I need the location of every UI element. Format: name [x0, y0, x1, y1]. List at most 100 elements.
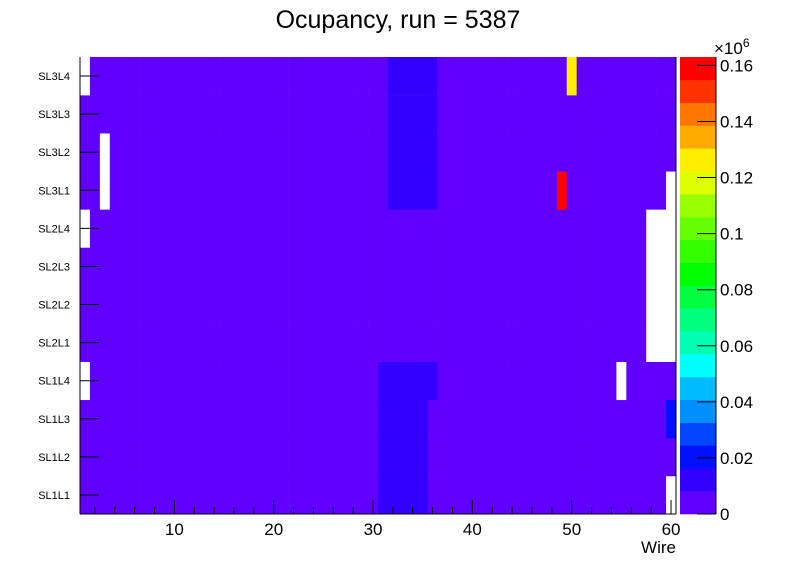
heatmap-cell [129, 57, 140, 96]
heatmap-cell [447, 323, 458, 362]
heatmap-cell [229, 437, 240, 477]
heatmap-cell [477, 57, 488, 96]
heatmap-cell [527, 323, 538, 362]
heatmap-cell [546, 209, 558, 248]
heatmap-cell [397, 57, 409, 96]
heatmap-cell [606, 247, 617, 286]
heatmap-cell [348, 399, 359, 439]
heatmap-cell [666, 323, 677, 362]
color-palette: 0 0.02 0.04 0.06 0.08 0.1 0.12 0.14 0.16 [680, 56, 753, 524]
heatmap-cell [109, 285, 121, 324]
heatmap-cell [328, 133, 339, 172]
z-tick-label: 0.14 [720, 112, 753, 131]
heatmap-cell [328, 323, 339, 362]
z-tick-label: 0.06 [720, 337, 753, 356]
heatmap-cell [248, 247, 260, 286]
palette-band [680, 354, 716, 378]
heatmap-cell [139, 171, 150, 210]
heatmap-cell [119, 399, 130, 439]
y-tick-label: SL1L1 [38, 490, 70, 502]
heatmap-cell [477, 323, 488, 362]
heatmap-cell [507, 285, 518, 324]
heatmap-cell [656, 285, 667, 324]
heatmap-cell [258, 399, 270, 439]
heatmap-cell [338, 285, 349, 324]
heatmap-cell [358, 209, 369, 248]
heatmap-cell [189, 437, 200, 477]
palette-band [680, 468, 716, 492]
heatmap-cell [576, 475, 587, 515]
heatmap-cell [517, 285, 528, 324]
heatmap-cell [348, 57, 359, 96]
heatmap-cell [507, 323, 518, 362]
heatmap-cell [159, 95, 170, 134]
heatmap-cell [596, 95, 607, 134]
heatmap-cell [209, 323, 220, 362]
heatmap-cell [139, 285, 150, 324]
heatmap-cell [318, 171, 329, 210]
heatmap-cell [298, 399, 309, 439]
heatmap-cell [666, 209, 677, 248]
heatmap-cell [497, 437, 508, 477]
heatmap-cell [169, 361, 180, 401]
heatmap-cell [139, 437, 150, 477]
heatmap-cell [646, 399, 657, 439]
heatmap-cell [368, 171, 379, 210]
heatmap-cell [298, 475, 309, 515]
heatmap-cell [497, 399, 508, 439]
heatmap-cell [209, 437, 220, 477]
heatmap-cell [248, 133, 260, 172]
heatmap-cell [308, 323, 319, 362]
heatmap-cell [169, 95, 180, 134]
heatmap-cell [129, 399, 140, 439]
heatmap-cell [387, 285, 399, 324]
heatmap-cell [586, 57, 597, 96]
heatmap-cell [99, 475, 111, 515]
heatmap-cell [328, 399, 339, 439]
heatmap-cell [457, 209, 468, 248]
heatmap-cell [288, 323, 299, 362]
heatmap-cell [288, 209, 299, 248]
heatmap-cell [189, 133, 200, 172]
heatmap-cell [546, 95, 558, 134]
palette-band [680, 171, 716, 195]
heatmap-cell [229, 133, 240, 172]
heatmap-cell [606, 323, 617, 362]
heatmap-cell [586, 475, 597, 515]
heatmap-cell [447, 95, 458, 134]
heatmap-cell [536, 323, 548, 362]
heatmap-cell [109, 399, 121, 439]
heatmap-cell [199, 399, 210, 439]
heatmap-cell [556, 285, 568, 324]
heatmap-cell [159, 475, 170, 515]
heatmap-cell [199, 209, 210, 248]
heatmap-cell [219, 247, 230, 286]
heatmap-cell [576, 323, 587, 362]
palette-band [680, 331, 716, 355]
heatmap-cell [99, 95, 111, 134]
heatmap-cell [387, 475, 399, 515]
heatmap-cell [129, 285, 140, 324]
heatmap-cell [278, 209, 289, 248]
heatmap-cell [199, 285, 210, 324]
heatmap-cell [566, 171, 577, 210]
heatmap-cell [517, 247, 528, 286]
palette-band [680, 262, 716, 286]
heatmap-cell [378, 57, 389, 96]
heatmap-cell [556, 323, 568, 362]
heatmap-cell [457, 95, 468, 134]
heatmap-cell [616, 247, 627, 286]
heatmap-cell [109, 323, 121, 362]
heatmap-cell [606, 475, 617, 515]
heatmap-cell [626, 475, 637, 515]
heatmap-cell [507, 399, 518, 439]
heatmap-cell [209, 399, 220, 439]
palette-band [680, 125, 716, 149]
heatmap-cell [646, 209, 657, 248]
heatmap-cell [666, 437, 677, 477]
heatmap-cell [417, 95, 428, 134]
heatmap-cell [646, 247, 657, 286]
heatmap-cell [487, 285, 498, 324]
heatmap-cell [477, 133, 488, 172]
heatmap-cell [199, 475, 210, 515]
